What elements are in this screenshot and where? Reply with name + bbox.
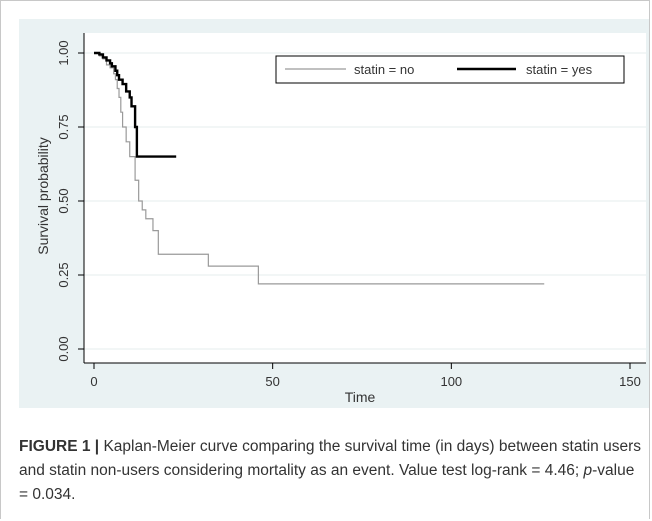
y-tick-label: 0.75	[56, 114, 71, 139]
x-tick-label: 150	[619, 374, 641, 389]
y-tick-label: 0.25	[56, 262, 71, 287]
plot-area	[84, 33, 646, 363]
y-tick-label: 1.00	[56, 40, 71, 65]
caption-text-before: Kaplan-Meier curve comparing the surviva…	[19, 438, 642, 479]
x-tick-label: 100	[440, 374, 462, 389]
survival-curve-statin-yes	[94, 51, 177, 158]
y-tick-label: 0.50	[56, 188, 71, 213]
kaplan-meier-chart: 0.00 0.25 0.50 0.75 1.00 0 50 100 150 Time Surviva…	[35, 33, 646, 405]
y-tick-label: 0.00	[56, 336, 71, 361]
legend-label-statin-yes: statin = yes	[526, 62, 593, 77]
figure-caption: FIGURE 1 | Kaplan-Meier curve comparing …	[19, 435, 644, 507]
x-axis-title: Time	[345, 389, 376, 405]
legend-label-statin-no: statin = no	[354, 62, 414, 77]
survival-curve-statin-no	[94, 52, 545, 285]
caption-pvalue-label: p	[583, 462, 593, 479]
y-axis-title: Survival probability	[35, 137, 51, 255]
caption-label: FIGURE 1 |	[19, 438, 100, 455]
caption-text-after: -value = 0.034.	[19, 462, 635, 503]
x-tick-label: 50	[265, 374, 279, 389]
x-tick-label: 0	[90, 374, 97, 389]
